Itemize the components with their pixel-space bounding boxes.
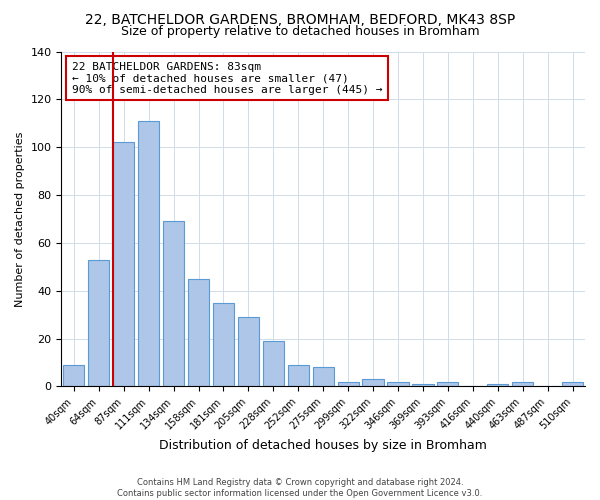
Bar: [88, 260, 109, 386]
Bar: [163, 222, 184, 386]
Bar: [113, 142, 134, 386]
Bar: [338, 382, 359, 386]
Bar: [238, 317, 259, 386]
Bar: [388, 382, 409, 386]
Text: Size of property relative to detached houses in Bromham: Size of property relative to detached ho…: [121, 25, 479, 38]
X-axis label: Distribution of detached houses by size in Bromham: Distribution of detached houses by size …: [159, 440, 487, 452]
Bar: [412, 384, 434, 386]
Bar: [362, 380, 383, 386]
Bar: [263, 341, 284, 386]
Text: Contains HM Land Registry data © Crown copyright and database right 2024.
Contai: Contains HM Land Registry data © Crown c…: [118, 478, 482, 498]
Text: 22, BATCHELDOR GARDENS, BROMHAM, BEDFORD, MK43 8SP: 22, BATCHELDOR GARDENS, BROMHAM, BEDFORD…: [85, 12, 515, 26]
Bar: [562, 382, 583, 386]
Bar: [313, 368, 334, 386]
Bar: [287, 365, 309, 386]
Bar: [512, 382, 533, 386]
Bar: [63, 365, 85, 386]
Text: 22 BATCHELDOR GARDENS: 83sqm
← 10% of detached houses are smaller (47)
90% of se: 22 BATCHELDOR GARDENS: 83sqm ← 10% of de…: [72, 62, 382, 94]
Bar: [138, 121, 159, 386]
Y-axis label: Number of detached properties: Number of detached properties: [15, 132, 25, 306]
Bar: [188, 279, 209, 386]
Bar: [487, 384, 508, 386]
Bar: [213, 302, 234, 386]
Bar: [437, 382, 458, 386]
